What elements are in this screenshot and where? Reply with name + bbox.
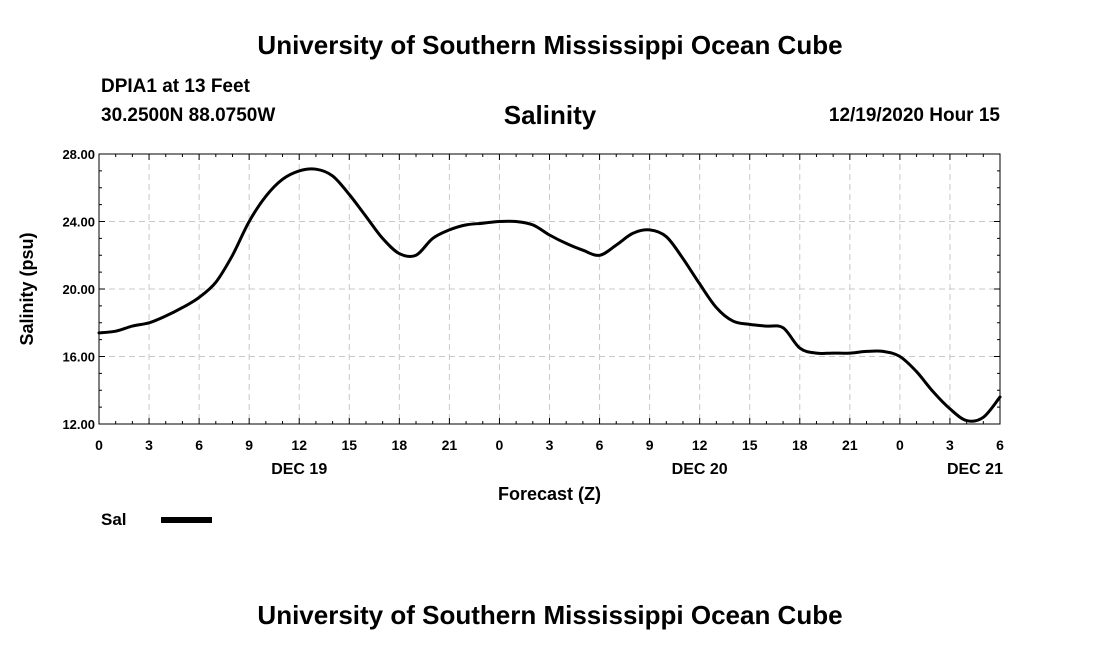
run-time: 12/19/2020 Hour 15	[828, 105, 1000, 126]
grid	[99, 154, 1000, 424]
x-tick-label: 6	[195, 437, 203, 453]
axis-labels: 0 3 6 9 12 15 18 21 0 3 6 9 12 15 18 21 0 3 6 12.00 16.00 20.…	[62, 147, 1004, 478]
x-tick-label: 9	[646, 437, 654, 453]
main-title: University of Southern Mississippi Ocean…	[257, 30, 843, 60]
x-tick-label: 21	[442, 437, 458, 453]
x-tick-label: 9	[245, 437, 253, 453]
x-tick-label: 12	[692, 437, 708, 453]
y-tick-label: 20.00	[62, 282, 95, 297]
x-tick-label: 0	[95, 437, 103, 453]
day-label: DEC 21	[947, 461, 1003, 478]
legend-label: Sal	[101, 510, 127, 529]
x-tick-label: 18	[392, 437, 408, 453]
station-coordinates: 30.2500N 88.0750W	[101, 105, 276, 126]
x-tick-label: 3	[946, 437, 954, 453]
x-tick-label: 3	[546, 437, 554, 453]
x-tick-label: 15	[341, 437, 357, 453]
plot-frame	[98, 153, 1001, 425]
legend-line-swatch	[161, 517, 212, 523]
x-tick-label: 3	[145, 437, 153, 453]
x-tick-label: 6	[596, 437, 604, 453]
x-tick-label: 12	[291, 437, 307, 453]
y-tick-label: 24.00	[62, 215, 95, 230]
salinity-series-line	[97, 167, 1002, 423]
x-tick-label: 0	[496, 437, 504, 453]
station-name: DPIA1 at 13 Feet	[101, 76, 250, 97]
y-tick-label: 16.00	[62, 350, 95, 365]
y-axis-title: Salinity (psu)	[17, 232, 37, 345]
x-tick-label: 21	[842, 437, 858, 453]
y-tick-label: 28.00	[62, 147, 95, 162]
x-axis-title: Forecast (Z)	[498, 484, 601, 504]
x-tick-label: 18	[792, 437, 808, 453]
x-tick-label: 0	[896, 437, 904, 453]
day-label: DEC 20	[672, 461, 728, 478]
x-tick-label: 6	[996, 437, 1004, 453]
day-label: DEC 19	[271, 461, 327, 478]
footer-title: University of Southern Mississippi Ocean…	[257, 600, 843, 630]
plot-title: Salinity	[503, 100, 597, 130]
x-tick-label: 15	[742, 437, 758, 453]
y-tick-label: 12.00	[62, 417, 95, 432]
